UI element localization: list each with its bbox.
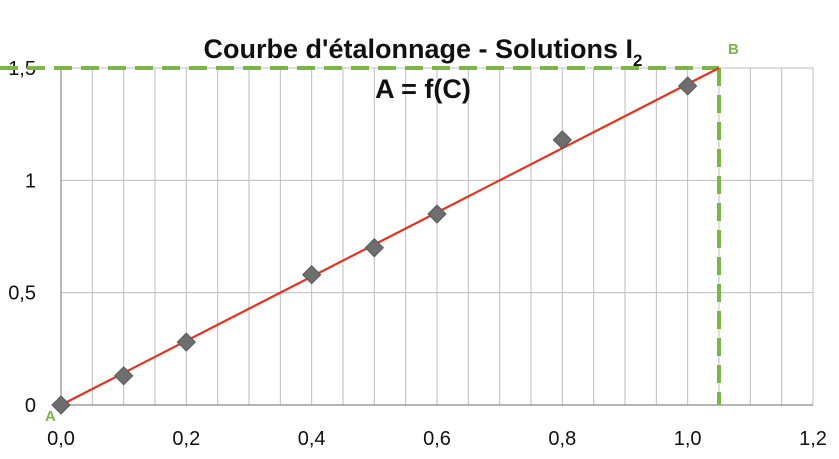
chart-title: Courbe d'étalonnage - Solutions I2 [204, 34, 643, 70]
tick-labels: 0,0 0,2 0,4 0,6 0,8 1,0 1,2 0 0,5 1 1,5 [8, 58, 827, 450]
chart-title-text: Courbe d'étalonnage - Solutions I [204, 34, 633, 64]
grid [61, 67, 814, 405]
x-tick-label: 0,4 [298, 428, 326, 450]
data-point [113, 366, 134, 386]
data-point [301, 264, 322, 285]
x-tick-label: 0,8 [548, 428, 576, 450]
point-label: B [728, 41, 739, 58]
chart-subtitle: A = f(C) [375, 74, 471, 104]
x-tick-label: 0,0 [47, 428, 75, 450]
x-tick-label: 1,2 [799, 428, 827, 450]
data-point [677, 76, 698, 96]
trendline [60, 67, 720, 406]
reference-lines [0, 66, 721, 405]
y-tick-label: 0,5 [8, 283, 36, 305]
data-points [51, 76, 698, 415]
data-point [364, 238, 385, 258]
trendline-group [60, 67, 720, 406]
point-labels: AB [45, 41, 739, 425]
point-label: A [45, 408, 56, 425]
data-point [552, 130, 573, 150]
data-point [51, 395, 71, 415]
data-point [427, 204, 447, 224]
x-tick-label: 1,0 [674, 428, 702, 450]
y-tick-label: 1 [25, 170, 36, 192]
chart-title-subscript: 2 [633, 51, 642, 70]
x-tick-label: 0,6 [423, 428, 451, 450]
y-tick-label: 1,5 [8, 58, 36, 80]
data-point [176, 332, 197, 352]
y-tick-label: 0 [25, 395, 36, 417]
axes [60, 68, 813, 406]
x-tick-label: 0,2 [172, 428, 200, 450]
